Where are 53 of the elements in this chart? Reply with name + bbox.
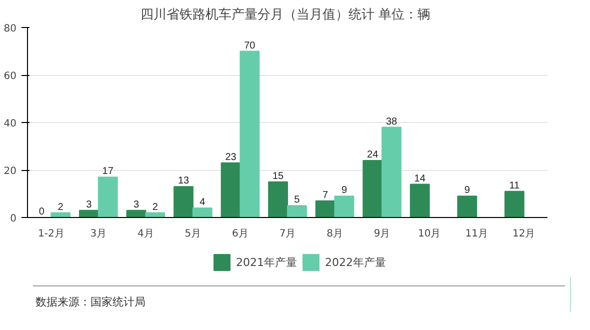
x-tick-label: 10月 [418,228,441,240]
source-note: 数据来源：国家统计局 [36,296,146,308]
x-tick-label: 11月 [465,228,488,240]
data-label: 7 [322,190,329,201]
bar [220,162,241,218]
x-tick-label: 9月 [374,228,390,240]
data-label: 23 [225,152,237,163]
data-label: 70 [244,40,256,52]
data-label: 5 [294,194,300,206]
y-tick-label: 0 [10,214,17,224]
data-label: 2 [58,202,64,213]
bar [268,181,288,218]
x-tick-label: 3月 [90,228,107,240]
x-tick-label: 8月 [326,228,343,240]
x-tick-label: 1-2月 [38,228,64,240]
legend-label: 2021年产量 [236,254,297,270]
bar [362,160,383,218]
y-tick-label: 80 [4,24,17,34]
x-tick-label: 6月 [232,228,248,240]
y-tick-label: 60 [4,71,17,82]
x-tick-label: 7月 [279,228,296,240]
data-label: 11 [509,180,520,192]
bar [174,186,194,218]
bar [240,50,260,218]
data-label: 0 [38,206,45,218]
bar [382,126,402,218]
bar [287,205,307,218]
x-tick-label: 5月 [184,228,202,240]
data-label: 9 [464,185,470,196]
data-label: 38 [386,116,398,128]
data-label: 2 [152,202,158,213]
bar [192,208,212,218]
data-label: 3 [86,199,92,210]
data-label: 24 [367,150,379,160]
data-label: 3 [133,199,140,210]
bar [315,200,336,218]
legend-label: 2022年产量 [325,254,386,270]
x-tick-label: 4月 [138,228,154,240]
bar [98,176,118,218]
bar [334,196,354,218]
data-label: 14 [414,173,426,184]
data-label: 9 [341,185,348,196]
data-label: 4 [200,197,206,208]
data-label: 17 [102,166,114,178]
bar [410,184,430,218]
bar [504,190,524,218]
y-tick-label: 40 [4,118,17,130]
data-label: 15 [272,170,284,182]
chart-title: 四川省铁路机车产量分月（当月值）统计 单位：辆 [140,8,431,22]
data-label: 13 [178,176,190,187]
bar [457,196,478,218]
y-tick-label: 20 [4,166,17,177]
x-tick-label: 12月 [512,228,536,240]
